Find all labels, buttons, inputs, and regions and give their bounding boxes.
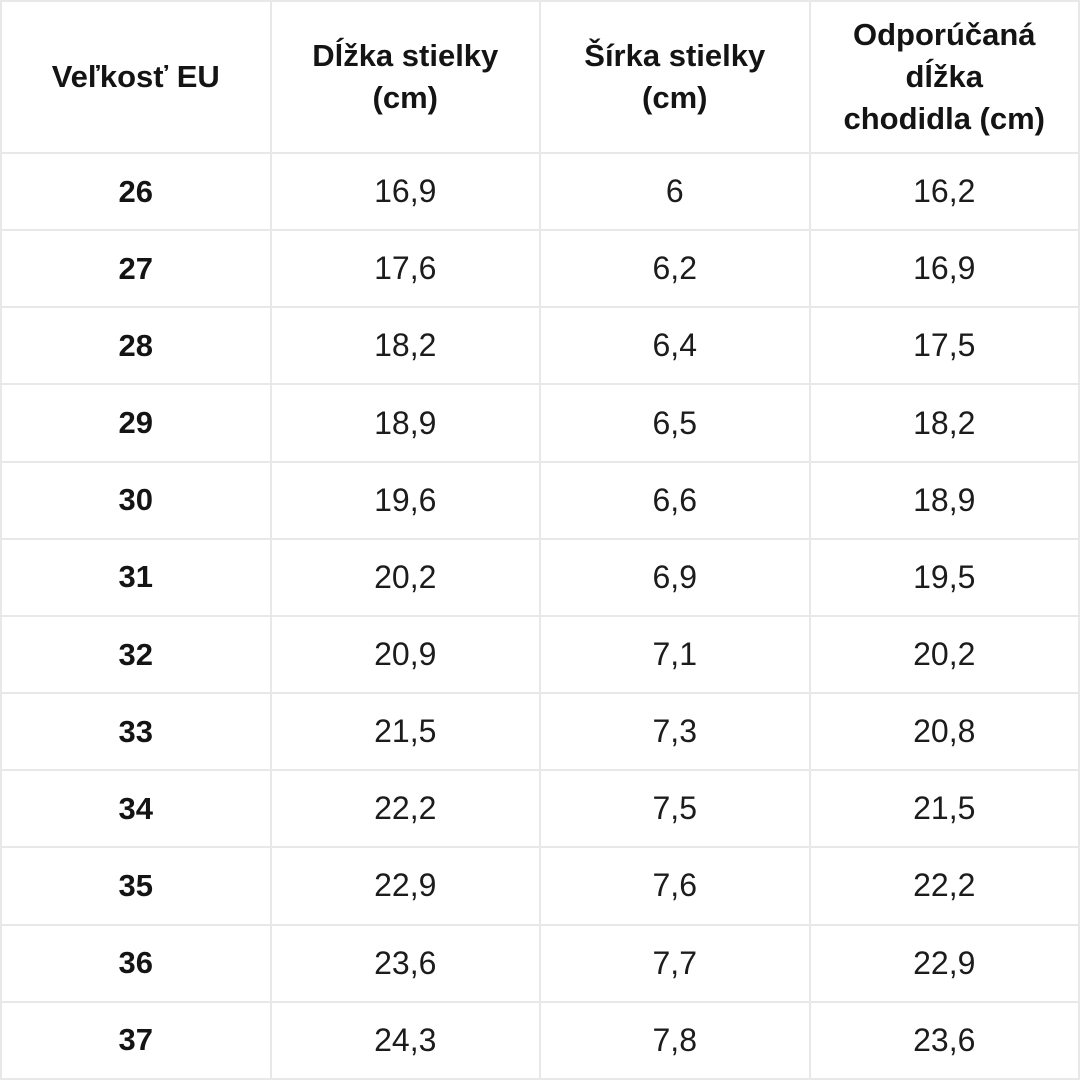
- table-row: 28 18,2 6,4 17,5: [0, 306, 1080, 386]
- table-row: 34 22,2 7,5 21,5: [0, 769, 1080, 849]
- cell-insole-width: 7,6: [539, 846, 811, 926]
- cell-size-eu: 33: [0, 692, 272, 772]
- table-row: 26 16,9 6 16,2: [0, 151, 1080, 232]
- cell-foot-length: 20,2: [808, 614, 1080, 695]
- cell-foot-length: 23,6: [808, 1000, 1080, 1080]
- cell-insole-length: 23,6: [269, 923, 541, 1003]
- cell-foot-length: 19,5: [808, 537, 1080, 617]
- cell-insole-width: 7,8: [539, 1000, 811, 1080]
- cell-size-eu: 32: [0, 614, 272, 695]
- cell-foot-length: 18,2: [808, 383, 1080, 463]
- header-row: Veľkosť EU Dĺžka stielky (cm) Šírka stie…: [0, 0, 1080, 154]
- cell-size-eu: 34: [0, 769, 272, 849]
- cell-size-eu: 29: [0, 383, 272, 463]
- cell-size-eu: 28: [0, 306, 272, 386]
- table-row: 32 20,9 7,1 20,2: [0, 614, 1080, 695]
- table-row: 31 20,2 6,9 19,5: [0, 537, 1080, 617]
- cell-foot-length: 22,2: [808, 846, 1080, 926]
- cell-insole-length: 18,2: [269, 306, 541, 386]
- table-row: 33 21,5 7,3 20,8: [0, 692, 1080, 772]
- cell-insole-width: 7,5: [539, 769, 811, 849]
- cell-insole-width: 6,5: [539, 383, 811, 463]
- header-insole-width: Šírka stielky (cm): [539, 0, 811, 154]
- table-row: 37 24,3 7,8 23,6: [0, 1000, 1080, 1080]
- cell-foot-length: 16,9: [808, 229, 1080, 309]
- cell-insole-length: 22,2: [269, 769, 541, 849]
- cell-insole-width: 6,2: [539, 229, 811, 309]
- cell-size-eu: 30: [0, 460, 272, 540]
- cell-insole-length: 22,9: [269, 846, 541, 926]
- cell-insole-length: 18,9: [269, 383, 541, 463]
- cell-foot-length: 20,8: [808, 692, 1080, 772]
- cell-foot-length: 18,9: [808, 460, 1080, 540]
- cell-insole-length: 20,9: [269, 614, 541, 695]
- cell-insole-length: 20,2: [269, 537, 541, 617]
- cell-size-eu: 36: [0, 923, 272, 1003]
- cell-insole-length: 16,9: [269, 151, 541, 232]
- cell-size-eu: 26: [0, 151, 272, 232]
- table-row: 35 22,9 7,6 22,2: [0, 846, 1080, 926]
- cell-foot-length: 21,5: [808, 769, 1080, 849]
- cell-size-eu: 35: [0, 846, 272, 926]
- cell-foot-length: 17,5: [808, 306, 1080, 386]
- table-row: 30 19,6 6,6 18,9: [0, 460, 1080, 540]
- cell-size-eu: 31: [0, 537, 272, 617]
- table-row: 29 18,9 6,5 18,2: [0, 383, 1080, 463]
- header-insole-length: Dĺžka stielky (cm): [269, 0, 541, 154]
- header-recommended-foot-length: Odporúčaná dĺžka chodidla (cm): [808, 0, 1080, 154]
- cell-insole-width: 7,3: [539, 692, 811, 772]
- cell-insole-width: 6,4: [539, 306, 811, 386]
- cell-foot-length: 22,9: [808, 923, 1080, 1003]
- table-row: 36 23,6 7,7 22,9: [0, 923, 1080, 1003]
- cell-insole-width: 7,7: [539, 923, 811, 1003]
- cell-insole-width: 6,6: [539, 460, 811, 540]
- table-row: 27 17,6 6,2 16,9: [0, 229, 1080, 309]
- cell-insole-width: 6,9: [539, 537, 811, 617]
- cell-insole-length: 17,6: [269, 229, 541, 309]
- cell-insole-length: 24,3: [269, 1000, 541, 1080]
- cell-insole-width: 7,1: [539, 614, 811, 695]
- cell-size-eu: 27: [0, 229, 272, 309]
- cell-insole-width: 6: [539, 151, 811, 232]
- cell-insole-length: 19,6: [269, 460, 541, 540]
- header-size-eu: Veľkosť EU: [0, 0, 272, 154]
- cell-size-eu: 37: [0, 1000, 272, 1080]
- cell-foot-length: 16,2: [808, 151, 1080, 232]
- cell-insole-length: 21,5: [269, 692, 541, 772]
